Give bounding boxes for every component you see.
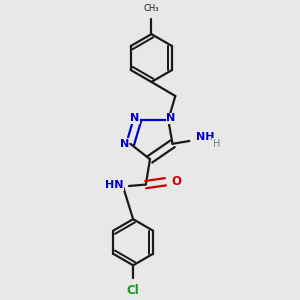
Text: NH: NH [196,132,215,142]
Text: Cl: Cl [127,284,140,297]
Text: N: N [130,113,139,124]
Text: O: O [171,175,181,188]
Text: HN: HN [105,180,123,190]
Text: CH₃: CH₃ [144,4,159,13]
Text: N: N [167,113,176,124]
Text: H: H [213,139,220,149]
Text: N: N [119,139,129,149]
